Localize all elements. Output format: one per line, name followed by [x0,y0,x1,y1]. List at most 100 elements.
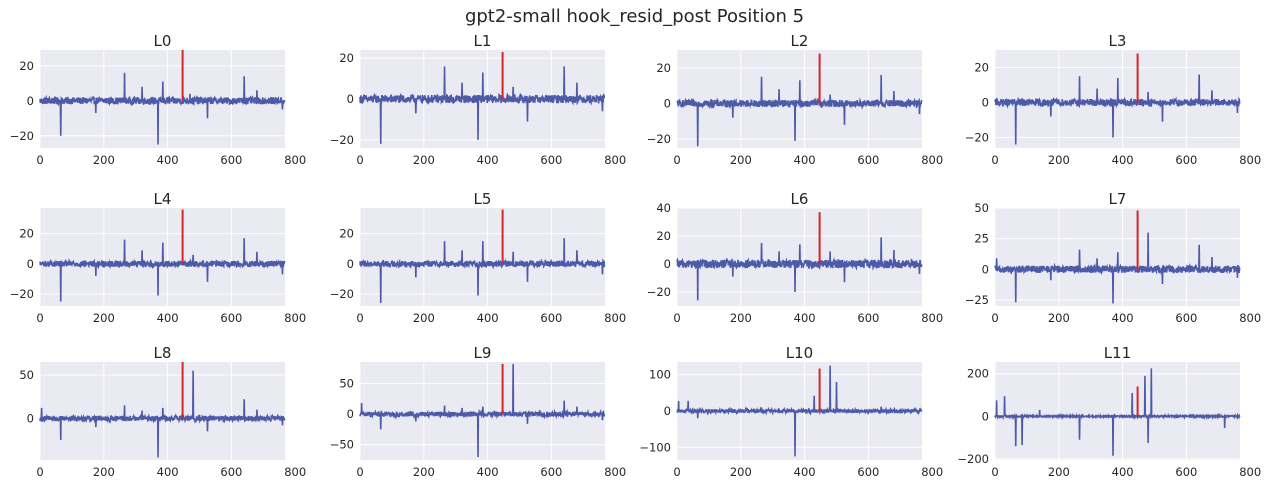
x-tick-label: 800 [604,311,626,325]
subplot-title: L7 [1109,190,1127,208]
y-tick-label: 0 [982,96,989,110]
y-tick-label: 0 [982,409,989,423]
x-tick-label: 200 [413,153,435,167]
x-tick-label: 0 [356,153,363,167]
y-tick-label: −50 [330,438,354,452]
x-tick-label: 0 [991,153,998,167]
series-line [39,72,286,145]
y-tick-label: −100 [639,440,671,454]
x-tick-label: 200 [1048,153,1070,167]
x-tick-label: 400 [477,311,499,325]
x-tick-label: 0 [991,465,998,479]
y-tick-label: 20 [339,227,354,241]
y-tick-label: 20 [656,229,671,243]
x-tick-label: 200 [93,465,115,479]
y-tick-label: 0 [27,257,34,271]
x-tick-label: 800 [284,311,306,325]
x-tick-label: 600 [220,311,242,325]
x-tick-label: 200 [93,311,115,325]
subplot-title: L5 [474,190,492,208]
x-tick-label: 800 [921,465,943,479]
x-tick-label: 0 [673,465,680,479]
x-tick-label: 400 [794,465,816,479]
y-tick-label: 20 [974,61,989,75]
y-tick-label: −200 [957,452,989,466]
subplot-title: L9 [474,344,492,362]
x-tick-label: 200 [413,465,435,479]
x-tick-label: 600 [857,153,879,167]
series-line [676,237,923,301]
y-tick-label: 25 [974,232,989,246]
x-tick-label: 400 [794,311,816,325]
series-line [39,370,286,458]
x-tick-label: 800 [604,465,626,479]
x-tick-label: 600 [540,465,562,479]
x-tick-label: 800 [284,153,306,167]
y-tick-label: 50 [974,201,989,215]
subplot-title: L2 [791,32,809,50]
y-tick-label: 20 [656,61,671,75]
series-line [39,238,286,302]
y-tick-label: 0 [347,407,354,421]
x-tick-label: 200 [1048,311,1070,325]
subplot-title: L0 [154,32,172,50]
x-tick-label: 400 [1112,153,1134,167]
x-tick-label: 200 [730,153,752,167]
subplot-title: L11 [1104,344,1131,362]
series-line [359,66,606,144]
y-tick-label: −20 [330,287,354,301]
x-tick-label: 400 [477,153,499,167]
x-tick-label: 800 [1239,153,1261,167]
x-tick-label: 600 [540,311,562,325]
y-tick-label: 0 [347,92,354,106]
y-tick-label: 40 [656,201,671,215]
y-tick-label: 0 [27,411,34,425]
x-tick-label: 200 [93,153,115,167]
x-tick-label: 200 [1048,465,1070,479]
x-tick-label: 600 [1175,153,1197,167]
x-tick-label: 600 [220,465,242,479]
y-tick-label: 200 [967,367,989,381]
x-tick-label: 200 [730,465,752,479]
x-tick-label: 400 [477,465,499,479]
x-tick-label: 800 [1239,465,1261,479]
plot-area [995,362,1240,460]
y-tick-label: 20 [19,59,34,73]
y-tick-label: −25 [965,293,989,307]
y-tick-label: 20 [339,51,354,65]
x-tick-label: 400 [157,465,179,479]
y-tick-label: −20 [10,129,34,143]
x-tick-label: 800 [921,153,943,167]
series-line [994,232,1241,304]
y-tick-label: 0 [664,96,671,110]
y-tick-label: 0 [982,262,989,276]
subplot-title: L4 [154,190,172,208]
x-tick-label: 0 [356,465,363,479]
series-line [994,368,1241,456]
x-tick-label: 800 [604,153,626,167]
y-tick-label: 0 [347,257,354,271]
x-tick-label: 200 [413,311,435,325]
x-tick-label: 600 [857,311,879,325]
y-tick-label: −20 [647,285,671,299]
x-tick-label: 0 [36,311,43,325]
x-tick-label: 200 [730,311,752,325]
y-tick-label: −20 [647,132,671,146]
x-tick-label: 600 [540,153,562,167]
subplot-title: L1 [474,32,492,50]
y-tick-label: 100 [649,368,671,382]
y-tick-label: 0 [664,404,671,418]
x-tick-label: 0 [356,311,363,325]
series-line [359,238,606,303]
